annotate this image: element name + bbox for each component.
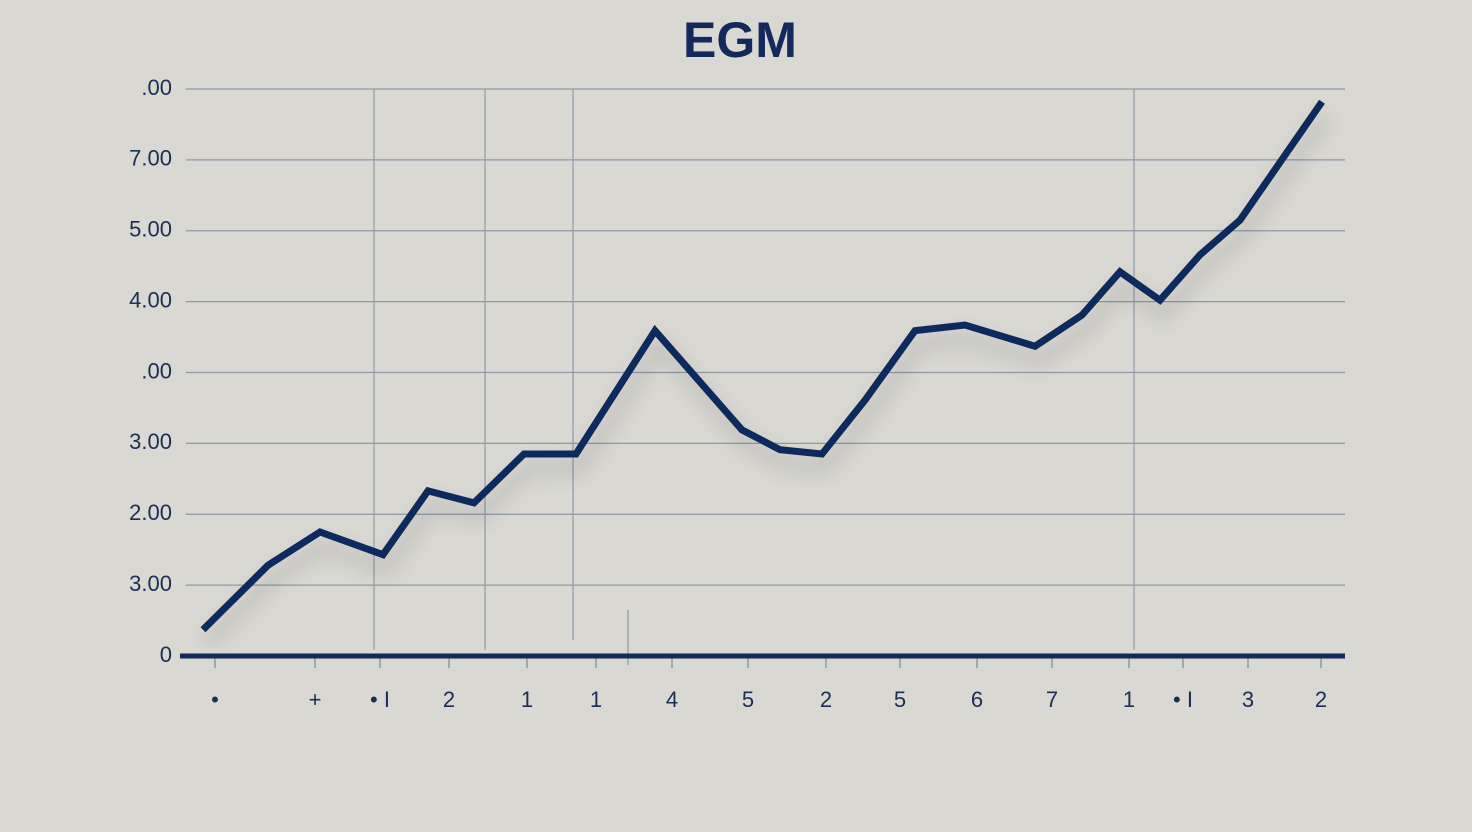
- x-tick-label: 2: [1315, 687, 1327, 712]
- x-tick-label: 7: [1046, 687, 1058, 712]
- y-tick-label: 7.00: [129, 146, 172, 171]
- y-tick-label: 4.00: [129, 287, 172, 312]
- x-tick-label: 1: [590, 687, 602, 712]
- x-tick-label: 5: [894, 687, 906, 712]
- x-tick-label: 4: [666, 687, 678, 712]
- x-tick-label: 5: [742, 687, 754, 712]
- x-tick-label: 1: [1123, 687, 1135, 712]
- data-line: [200, 99, 1325, 633]
- y-tick-label: 3.00: [129, 429, 172, 454]
- x-tick-label: 2: [820, 687, 832, 712]
- x-tick-label: 3: [1242, 687, 1254, 712]
- x-tick-label: 1: [521, 687, 533, 712]
- y-tick-label: 2.00: [129, 500, 172, 525]
- x-tick-label: 2: [443, 687, 455, 712]
- y-tick-label: .00: [141, 75, 172, 100]
- y-tick-label: 3.00: [129, 571, 172, 596]
- x-tick-label: •: [211, 687, 219, 712]
- x-tick-label: • I: [370, 687, 390, 712]
- x-tick-label: 6: [971, 687, 983, 712]
- chart-title: EGM: [683, 12, 797, 68]
- y-tick-label: .00: [141, 358, 172, 383]
- x-tick-label: • I: [1173, 687, 1193, 712]
- y-tick-label: 5.00: [129, 217, 172, 242]
- decorative-vertical-lines: [373, 89, 1135, 665]
- y-tick-label: 0: [160, 642, 172, 667]
- x-tick-label: +: [309, 687, 322, 712]
